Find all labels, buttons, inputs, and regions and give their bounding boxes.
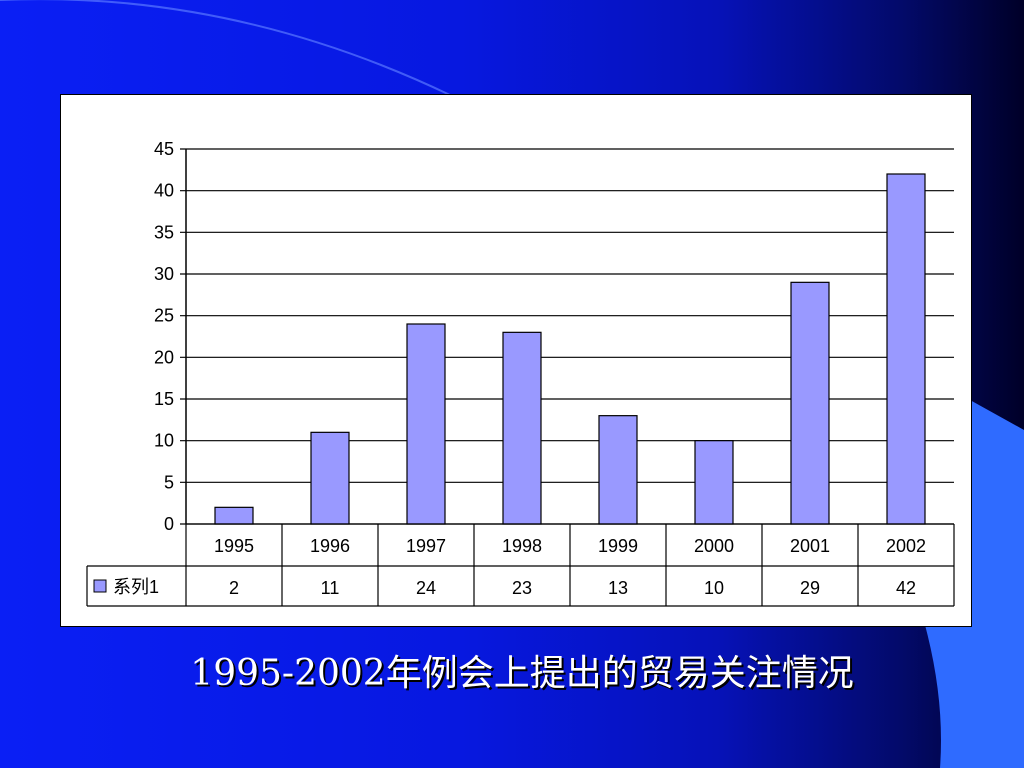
bars — [214, 173, 926, 525]
x-category-label: 1996 — [310, 536, 350, 556]
bar-1995 — [214, 506, 254, 525]
bar-2001 — [790, 281, 830, 525]
x-category-label: 2001 — [790, 536, 830, 556]
slide-title: 1995-2002年例会上提出的贸易关注情况 — [190, 653, 854, 694]
data-table-value: 24 — [416, 578, 436, 598]
y-tick-label: 20 — [154, 347, 174, 367]
y-axis-ticks: 0 5 10 15 20 25 30 35 40 45 — [154, 139, 174, 534]
x-category-label: 1997 — [406, 536, 446, 556]
x-category-label: 1998 — [502, 536, 542, 556]
y-tick-label: 30 — [154, 264, 174, 284]
bar-1998 — [502, 331, 542, 525]
y-tick-label: 45 — [154, 139, 174, 159]
bar-1996 — [310, 431, 350, 525]
x-category-label: 1995 — [214, 536, 254, 556]
y-tick-label: 25 — [154, 306, 174, 326]
gridlines — [180, 148, 954, 525]
x-category-label: 1999 — [598, 536, 638, 556]
chart-panel: 0 5 10 15 20 25 30 35 40 45 1995 2 1996 11 1997 24 1998… — [60, 94, 972, 627]
y-tick-label: 10 — [154, 431, 174, 451]
data-table-value: 23 — [512, 578, 532, 598]
legend-series-name: 系列1 — [113, 577, 159, 597]
data-table-value: 42 — [896, 578, 916, 598]
bar-2002 — [886, 173, 926, 525]
y-tick-label: 0 — [164, 514, 174, 534]
data-table-value: 29 — [800, 578, 820, 598]
y-tick-label: 40 — [154, 181, 174, 201]
x-category-label: 2002 — [886, 536, 926, 556]
data-table-value: 11 — [321, 578, 340, 598]
data-table-value: 13 — [608, 578, 628, 598]
y-tick-label: 35 — [154, 222, 174, 242]
data-table-value: 2 — [229, 578, 239, 598]
bar-2000 — [694, 440, 734, 525]
legend-swatch — [93, 579, 107, 593]
data-table-value: 10 — [704, 578, 724, 598]
y-tick-label: 15 — [154, 389, 174, 409]
y-tick-label: 5 — [164, 472, 174, 492]
x-category-label: 2000 — [694, 536, 734, 556]
bar-chart: 0 5 10 15 20 25 30 35 40 45 1995 2 1996 11 1997 24 1998… — [86, 139, 955, 607]
bar-1997 — [406, 323, 446, 525]
data-table: 1995 2 1996 11 1997 24 1998 23 1999 13 2000 10 2001 2… — [86, 523, 955, 607]
bar-1999 — [598, 415, 638, 525]
